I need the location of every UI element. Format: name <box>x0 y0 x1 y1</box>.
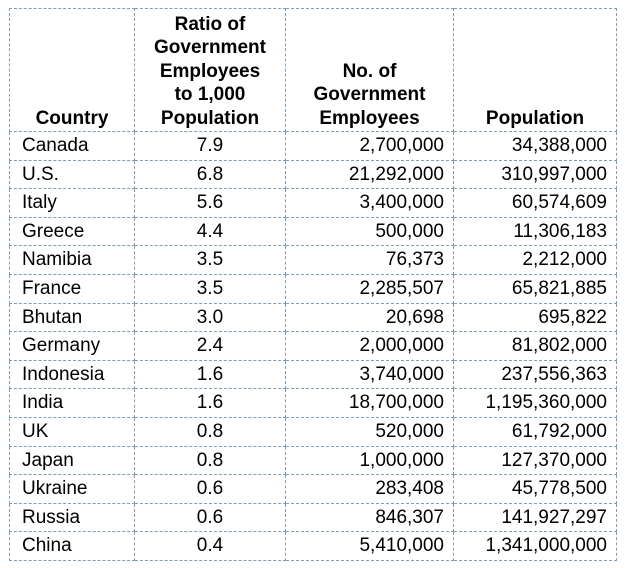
table-row: Germany 2.4 2,000,000 81,802,000 <box>9 331 617 361</box>
header-ratio: Ratio of Government Employees to 1,000 P… <box>134 8 286 132</box>
country-cell: Ukraine <box>9 474 135 504</box>
ratio-cell: 5.6 <box>134 188 286 218</box>
employees-cell: 18,700,000 <box>285 388 454 418</box>
government-employees-table: Country Ratio of Government Employees to… <box>9 8 617 561</box>
country-cell: France <box>9 273 135 304</box>
employees-cell: 500,000 <box>285 216 454 247</box>
country-cell: China <box>9 531 135 561</box>
header-country: Country <box>9 8 135 132</box>
country-cell: Greece <box>9 216 135 247</box>
ratio-cell: 0.6 <box>134 474 286 504</box>
employees-cell: 5,410,000 <box>285 531 454 561</box>
table-row: Russia 0.6 846,307 141,927,297 <box>9 502 617 533</box>
header-population: Population <box>453 8 617 132</box>
population-cell: 310,997,000 <box>453 159 617 190</box>
country-cell: Canada <box>9 131 135 161</box>
ratio-cell: 0.4 <box>134 531 286 561</box>
country-cell: Japan <box>9 445 135 476</box>
country-cell: Namibia <box>9 245 135 275</box>
employees-cell: 2,000,000 <box>285 331 454 361</box>
table-row: Italy 5.6 3,400,000 60,574,609 <box>9 188 617 218</box>
ratio-cell: 0.8 <box>134 445 286 476</box>
table-row: U.S. 6.8 21,292,000 310,997,000 <box>9 159 617 190</box>
employees-cell: 2,285,507 <box>285 273 454 304</box>
table-row: Namibia 3.5 76,373 2,212,000 <box>9 245 617 275</box>
header-row: Country Ratio of Government Employees to… <box>9 8 617 132</box>
employees-cell: 3,740,000 <box>285 359 454 390</box>
country-cell: Germany <box>9 331 135 361</box>
country-cell: Bhutan <box>9 302 135 333</box>
country-cell: India <box>9 388 135 418</box>
employees-cell: 520,000 <box>285 416 454 447</box>
table-row: Bhutan 3.0 20,698 695,822 <box>9 302 617 333</box>
population-cell: 81,802,000 <box>453 331 617 361</box>
country-cell: Russia <box>9 502 135 533</box>
ratio-cell: 1.6 <box>134 359 286 390</box>
ratio-cell: 4.4 <box>134 216 286 247</box>
employees-cell: 20,698 <box>285 302 454 333</box>
country-cell: Italy <box>9 188 135 218</box>
table-row: Indonesia 1.6 3,740,000 237,556,363 <box>9 359 617 390</box>
population-cell: 1,195,360,000 <box>453 388 617 418</box>
header-employees: No. of Government Employees <box>285 8 454 132</box>
table-row: China 0.4 5,410,000 1,341,000,000 <box>9 531 617 561</box>
ratio-cell: 3.0 <box>134 302 286 333</box>
population-cell: 237,556,363 <box>453 359 617 390</box>
country-cell: U.S. <box>9 159 135 190</box>
ratio-cell: 3.5 <box>134 273 286 304</box>
ratio-cell: 1.6 <box>134 388 286 418</box>
population-cell: 11,306,183 <box>453 216 617 247</box>
employees-cell: 283,408 <box>285 474 454 504</box>
population-cell: 2,212,000 <box>453 245 617 275</box>
country-cell: UK <box>9 416 135 447</box>
ratio-cell: 0.8 <box>134 416 286 447</box>
table-row: Ukraine 0.6 283,408 45,778,500 <box>9 474 617 504</box>
table-row: UK 0.8 520,000 61,792,000 <box>9 416 617 447</box>
employees-cell: 2,700,000 <box>285 131 454 161</box>
population-cell: 60,574,609 <box>453 188 617 218</box>
employees-cell: 1,000,000 <box>285 445 454 476</box>
ratio-cell: 6.8 <box>134 159 286 190</box>
population-cell: 141,927,297 <box>453 502 617 533</box>
population-cell: 695,822 <box>453 302 617 333</box>
table-row: Greece 4.4 500,000 11,306,183 <box>9 216 617 247</box>
table-row: France 3.5 2,285,507 65,821,885 <box>9 273 617 304</box>
population-cell: 45,778,500 <box>453 474 617 504</box>
population-cell: 1,341,000,000 <box>453 531 617 561</box>
table-row: Japan 0.8 1,000,000 127,370,000 <box>9 445 617 476</box>
ratio-cell: 0.6 <box>134 502 286 533</box>
ratio-cell: 7.9 <box>134 131 286 161</box>
population-cell: 127,370,000 <box>453 445 617 476</box>
ratio-cell: 2.4 <box>134 331 286 361</box>
ratio-cell: 3.5 <box>134 245 286 275</box>
population-cell: 61,792,000 <box>453 416 617 447</box>
table-row: India 1.6 18,700,000 1,195,360,000 <box>9 388 617 418</box>
table-container: Country Ratio of Government Employees to… <box>9 8 617 561</box>
population-cell: 65,821,885 <box>453 273 617 304</box>
table-row: Canada 7.9 2,700,000 34,388,000 <box>9 131 617 161</box>
employees-cell: 846,307 <box>285 502 454 533</box>
employees-cell: 21,292,000 <box>285 159 454 190</box>
country-cell: Indonesia <box>9 359 135 390</box>
employees-cell: 76,373 <box>285 245 454 275</box>
employees-cell: 3,400,000 <box>285 188 454 218</box>
population-cell: 34,388,000 <box>453 131 617 161</box>
